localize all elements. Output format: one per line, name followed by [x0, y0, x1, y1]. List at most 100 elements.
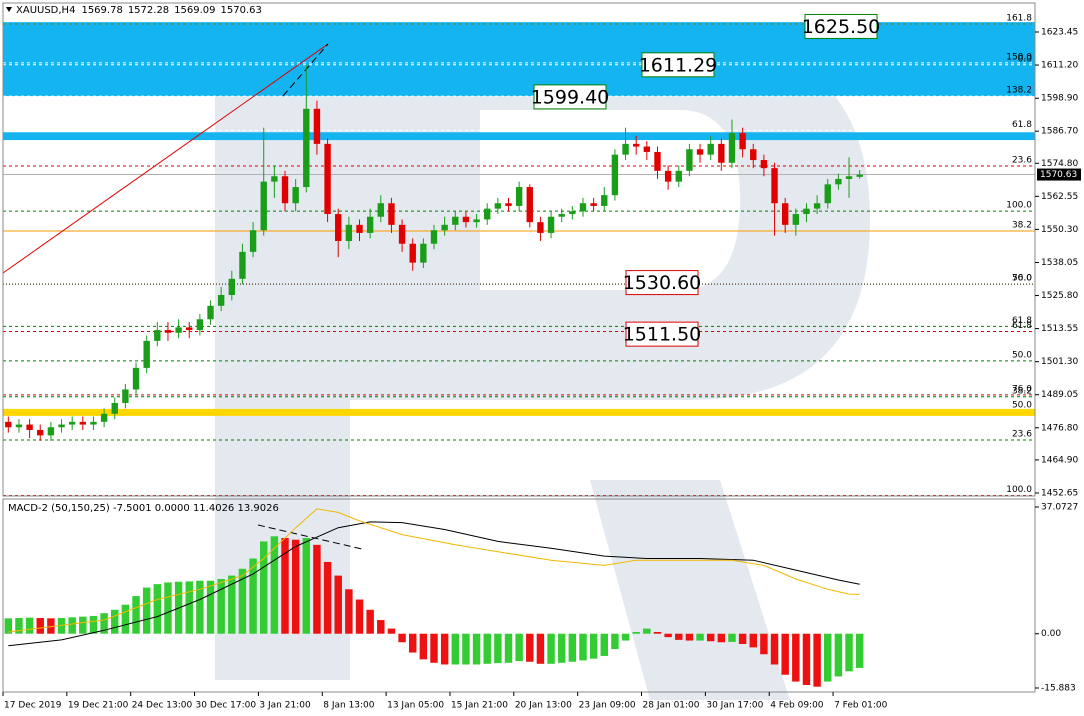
- candle-body: [207, 305, 214, 320]
- macd-bar: [196, 580, 204, 634]
- macd-trend-line: [257, 524, 363, 550]
- x-tick-label: 24 Dec 13:00: [132, 701, 193, 711]
- price-annotation: 1530.60: [623, 272, 702, 294]
- y-tick-label: 1489.05: [1041, 390, 1078, 400]
- macd-bar: [419, 633, 428, 660]
- candle-body: [175, 327, 182, 333]
- fib-level-label: 150.0: [1006, 52, 1032, 62]
- candle-body: [675, 170, 682, 182]
- macd-bar: [824, 633, 832, 682]
- x-tick-label: 4 Feb 09:00: [770, 701, 824, 711]
- macd-bar: [25, 617, 34, 634]
- x-tick-label: 17 Dec 2019: [4, 701, 62, 711]
- macd-panel-frame: [2, 498, 1036, 693]
- macd-bar: [643, 628, 651, 634]
- candle-body: [303, 108, 310, 188]
- fib-level-label: 100.0: [1006, 485, 1032, 495]
- price-annotation: 1599.40: [531, 86, 610, 108]
- macd-bar: [813, 633, 821, 687]
- fib-level-label: 138.2: [1006, 86, 1032, 96]
- macd-bar: [302, 538, 311, 634]
- y-tick-label: 1476.80: [1041, 423, 1078, 433]
- fib-level-label: 61.8: [1012, 120, 1032, 130]
- header-high: 1572.28: [128, 5, 169, 16]
- candle-body: [143, 340, 150, 368]
- macd-bar: [632, 632, 640, 634]
- y-tick-label: 1525.80: [1041, 291, 1078, 301]
- candle-body: [835, 178, 842, 185]
- macd-header: MACD-2 (50,150,25) -7.5001 0.0000 11.402…: [8, 503, 279, 514]
- candle-body: [452, 216, 459, 225]
- y-tick-label: 1501.30: [1041, 357, 1078, 367]
- macd-bar: [323, 561, 332, 634]
- candle-body: [579, 203, 587, 212]
- candle-body: [5, 421, 12, 428]
- macd-bar: [579, 633, 587, 661]
- candle-body: [494, 203, 502, 209]
- candle-body: [633, 143, 640, 147]
- macd-bar: [57, 617, 66, 634]
- macd-bar: [706, 633, 715, 642]
- candle-body: [547, 216, 555, 233]
- candle-body: [611, 154, 619, 196]
- macd-bar: [206, 580, 215, 634]
- y-tick-label: 1574.80: [1041, 159, 1078, 169]
- macd-bar: [462, 633, 470, 665]
- macd-bar: [664, 633, 672, 638]
- fib-level-label: 23.6: [1012, 429, 1032, 439]
- macd-bar: [728, 633, 736, 642]
- macd-bar: [494, 633, 502, 664]
- macd-bar: [515, 633, 523, 662]
- macd-bar: [142, 587, 151, 634]
- candle-body: [217, 295, 225, 306]
- candle-body: [100, 413, 108, 422]
- candle-body: [643, 146, 651, 152]
- y-tick-label: 1513.55: [1041, 324, 1078, 334]
- collapse-arrow: [6, 7, 12, 12]
- macd-bar: [270, 536, 279, 634]
- macd-bar: [185, 581, 193, 634]
- candle-body: [856, 174, 863, 177]
- macd-line: [8, 521, 860, 647]
- candle-body: [739, 133, 746, 150]
- macd-bar: [15, 617, 23, 634]
- candle-body: [696, 149, 704, 155]
- x-tick-label: 8 Jan 13:00: [323, 701, 375, 711]
- macd-bar: [781, 633, 789, 675]
- fib-level-label: 50.0: [1012, 401, 1032, 411]
- candle-body: [122, 389, 129, 403]
- macd-bar: [738, 633, 747, 644]
- macd-bar: [547, 633, 555, 664]
- macd-bar: [589, 633, 598, 659]
- candle-body: [664, 170, 672, 182]
- macd-bar: [600, 633, 608, 656]
- candle-body: [781, 203, 789, 225]
- price-annotation-box: [625, 321, 699, 347]
- candle-body: [462, 216, 470, 223]
- trend-line: [2, 43, 329, 274]
- candle-body: [760, 160, 768, 169]
- macd-bar: [557, 633, 566, 663]
- macd-bar: [281, 538, 289, 634]
- candle-body: [335, 214, 342, 242]
- candle-body: [388, 203, 395, 225]
- macd-bar: [451, 633, 460, 665]
- x-tick-label: 7 Feb 01:00: [834, 701, 888, 711]
- fib-level-label: 0.0: [1018, 54, 1033, 64]
- candle-body: [239, 251, 246, 279]
- candle-body: [356, 224, 363, 233]
- price-header: XAUUSD,H4 1569.78 1572.28 1569.09 1570.63: [16, 5, 262, 16]
- fib-level-label: 76.0: [1012, 273, 1032, 283]
- watermark-leg: [590, 480, 790, 700]
- candle-body: [718, 143, 725, 163]
- candle-body: [366, 216, 374, 233]
- candle-body: [484, 208, 491, 220]
- macd-bar: [313, 544, 321, 634]
- macd-bar: [345, 589, 353, 634]
- macd-bar: [483, 633, 491, 664]
- macd-bar: [802, 633, 811, 685]
- candle-body: [154, 330, 161, 341]
- header-open: 1569.78: [81, 5, 122, 16]
- price-annotation-box: [533, 84, 607, 110]
- fib-level-label: 100.0: [1006, 201, 1032, 211]
